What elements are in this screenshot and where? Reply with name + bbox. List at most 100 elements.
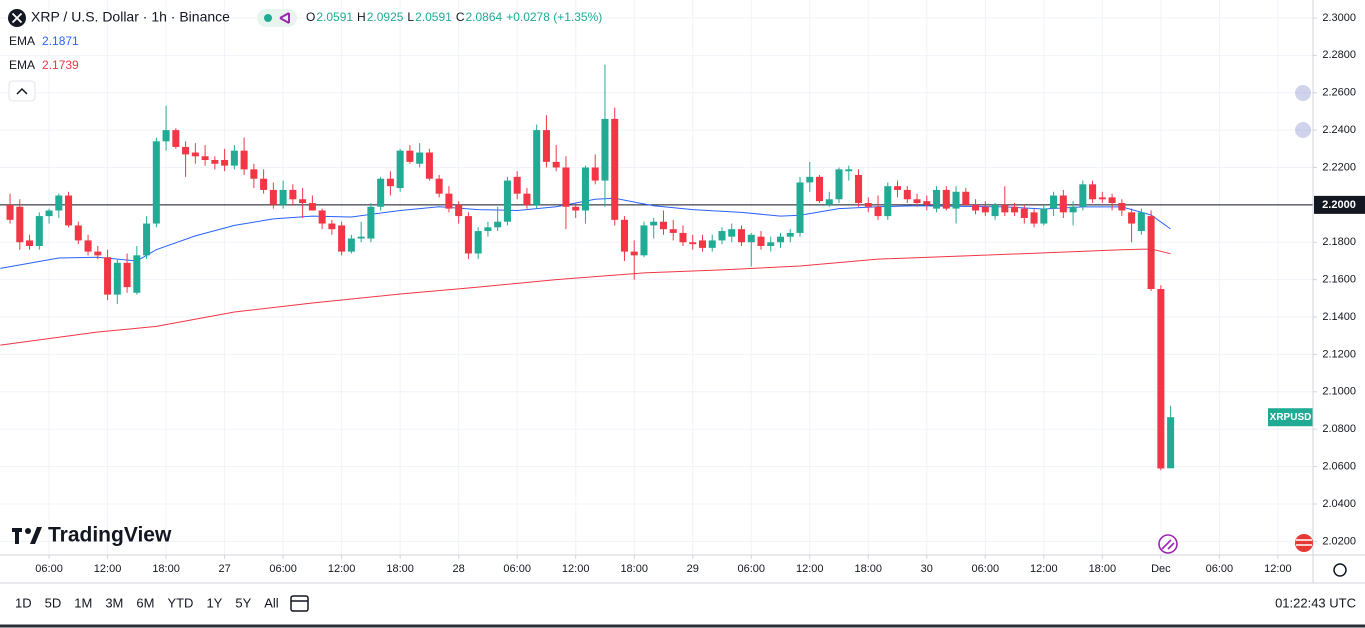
- candle-body: [338, 225, 346, 252]
- x-tick-label: 30: [921, 563, 933, 575]
- flag-icon: [1295, 122, 1311, 138]
- range-button[interactable]: 1D: [15, 595, 32, 610]
- candle-body: [523, 193, 531, 205]
- candle-body: [328, 223, 336, 230]
- candle-body: [884, 186, 892, 217]
- candle-body: [981, 206, 989, 213]
- y-tick-label: 2.2800: [1322, 49, 1356, 61]
- candle-body: [1001, 204, 1009, 213]
- ohlc-key: H: [357, 10, 366, 24]
- overlay: TradingView: [8, 9, 1347, 612]
- range-button[interactable]: 1Y: [206, 595, 222, 610]
- candle-body: [581, 167, 589, 211]
- range-button[interactable]: 3M: [105, 595, 123, 610]
- candle-body: [55, 195, 63, 211]
- candle-body: [1167, 417, 1175, 469]
- candle-body: [737, 229, 746, 243]
- candle-body: [494, 221, 502, 228]
- candle-body: [786, 232, 794, 237]
- candle-body: [903, 189, 911, 200]
- candle-body: [425, 152, 433, 179]
- flag-icon[interactable]: [1295, 534, 1313, 552]
- candle-body: [347, 238, 355, 252]
- candle-body: [1118, 203, 1126, 211]
- range-button[interactable]: 1M: [74, 595, 92, 610]
- legend-value: 2.1739: [42, 58, 79, 72]
- candle-body: [630, 251, 638, 256]
- ohlc-value: 2.0925: [367, 10, 404, 24]
- x-tick-label: 06:00: [737, 563, 765, 575]
- candle-body: [16, 206, 24, 243]
- y-tick-label: 2.1200: [1322, 348, 1356, 360]
- candle-body: [1089, 184, 1097, 200]
- level-label-box: [1314, 195, 1365, 214]
- toolbar: 1D 5D 1M 3M 6M YTD 1Y 5Y All 01:22:43 UTC: [15, 595, 1356, 610]
- collapse-button[interactable]: [8, 80, 36, 102]
- ohlc-value: 2.0591: [316, 10, 353, 24]
- candle-body: [455, 204, 463, 217]
- candle-body: [923, 201, 931, 205]
- candle-body: [1050, 195, 1058, 209]
- y-tick-label: 2.2600: [1322, 87, 1356, 99]
- candle-body: [396, 150, 404, 189]
- candle-body: [357, 236, 365, 239]
- candle-body: [464, 216, 472, 254]
- plot-area: XRPUSD: [0, 64, 1313, 471]
- candle-body: [484, 227, 492, 232]
- range-button[interactable]: 6M: [136, 595, 154, 610]
- candle-body: [718, 231, 726, 241]
- level-label: 2.2000: [1322, 199, 1356, 211]
- axes: 2.3000 2.2800 2.2600 2.2400 2.2200 2.2000 2.18…: [35, 12, 1365, 575]
- range-button[interactable]: YTD: [167, 595, 193, 610]
- candle-body: [221, 160, 229, 166]
- candle-body: [6, 204, 14, 220]
- candle-body: [1059, 195, 1067, 213]
- range-button[interactable]: 5D: [45, 595, 62, 610]
- candle-body: [318, 210, 326, 224]
- candle-body: [972, 204, 980, 211]
- candle-body: [211, 160, 219, 164]
- candle-body: [542, 130, 550, 162]
- status-dot: [264, 14, 272, 22]
- candle-body: [767, 242, 775, 247]
- candle-body: [874, 206, 882, 217]
- candle-body: [1098, 197, 1106, 200]
- indicator-line: [0, 248, 1171, 346]
- price-change: +0.0278 (+1.35%): [506, 10, 602, 24]
- candle-body: [26, 240, 34, 247]
- candle-body: [35, 216, 43, 247]
- candle-body: [94, 251, 102, 256]
- price-label: XRPUSD: [1270, 412, 1312, 423]
- candle-body: [806, 176, 814, 183]
- event-icon[interactable]: [1158, 534, 1178, 554]
- x-tick-label: 18:00: [620, 563, 648, 575]
- y-tick-label: 2.0600: [1322, 460, 1356, 472]
- x-tick-label: Dec: [1151, 563, 1171, 575]
- candle-body: [513, 176, 521, 194]
- y-tick-label: 2.0800: [1322, 423, 1356, 435]
- calendar-icon[interactable]: [290, 595, 309, 612]
- ohlc-key: O: [306, 10, 315, 24]
- candle-body: [591, 167, 599, 181]
- y-tick-label: 2.0400: [1322, 498, 1356, 510]
- candle-body: [913, 199, 921, 204]
- candle-body: [250, 169, 258, 179]
- candle-body: [289, 189, 297, 200]
- x-tick-label: 27: [218, 563, 230, 575]
- logo-mark: [15, 528, 19, 544]
- candle-body: [435, 178, 443, 194]
- candle-body: [1108, 197, 1116, 204]
- candle-body: [825, 199, 833, 205]
- settings-icon[interactable]: [1333, 563, 1347, 577]
- x-tick-label: 12:00: [328, 563, 356, 575]
- x-tick-label: 06:00: [35, 563, 63, 575]
- x-tick-label: 29: [687, 563, 699, 575]
- candle-body: [377, 178, 385, 207]
- logo-mark: [25, 528, 31, 534]
- clock: 01:22:43 UTC: [1275, 595, 1356, 610]
- range-button[interactable]: 5Y: [235, 595, 251, 610]
- range-button[interactable]: All: [264, 595, 279, 610]
- ohlc-key: L: [407, 10, 414, 24]
- candle-body: [279, 189, 287, 205]
